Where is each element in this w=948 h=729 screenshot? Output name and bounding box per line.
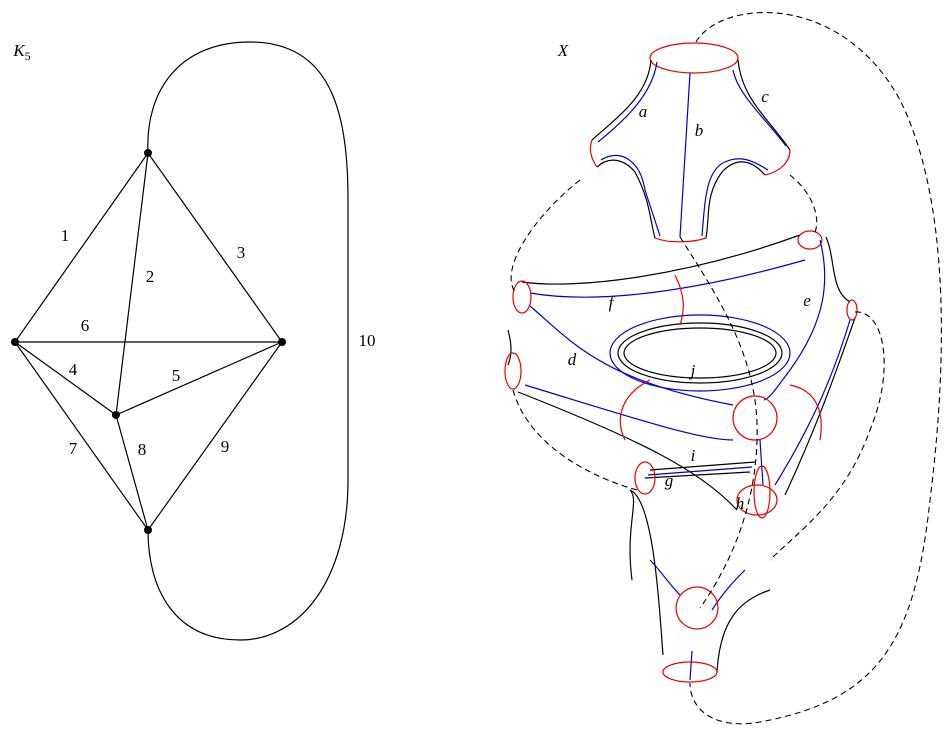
surface-label: h [736,494,745,513]
edge-label: 7 [69,439,78,458]
surface-label: i [691,446,696,465]
surface-label: e [803,291,811,310]
edge-label: 4 [69,360,78,379]
k5-title: K5 [12,41,30,63]
k5-graph [11,41,349,641]
surface-label: a [639,102,648,121]
edge-label: 3 [237,243,246,262]
surface-label: f [609,293,616,312]
surface-label: d [568,350,577,369]
surface-label: c [761,87,769,106]
title-sub: 5 [25,49,31,63]
title-base: K [12,41,26,60]
edge-label: 5 [172,366,181,385]
surface [504,12,942,725]
edge-label: 10 [359,331,376,350]
edge-label: 2 [146,267,155,286]
edge-label: 1 [61,226,70,245]
edge-label: 9 [221,437,230,456]
surface-label: b [695,121,704,140]
surface-label: g [665,471,674,490]
surface-label: j [689,361,696,380]
edge-label: 6 [81,316,90,335]
edge-label: 8 [138,440,147,459]
x-title: X [557,41,569,60]
